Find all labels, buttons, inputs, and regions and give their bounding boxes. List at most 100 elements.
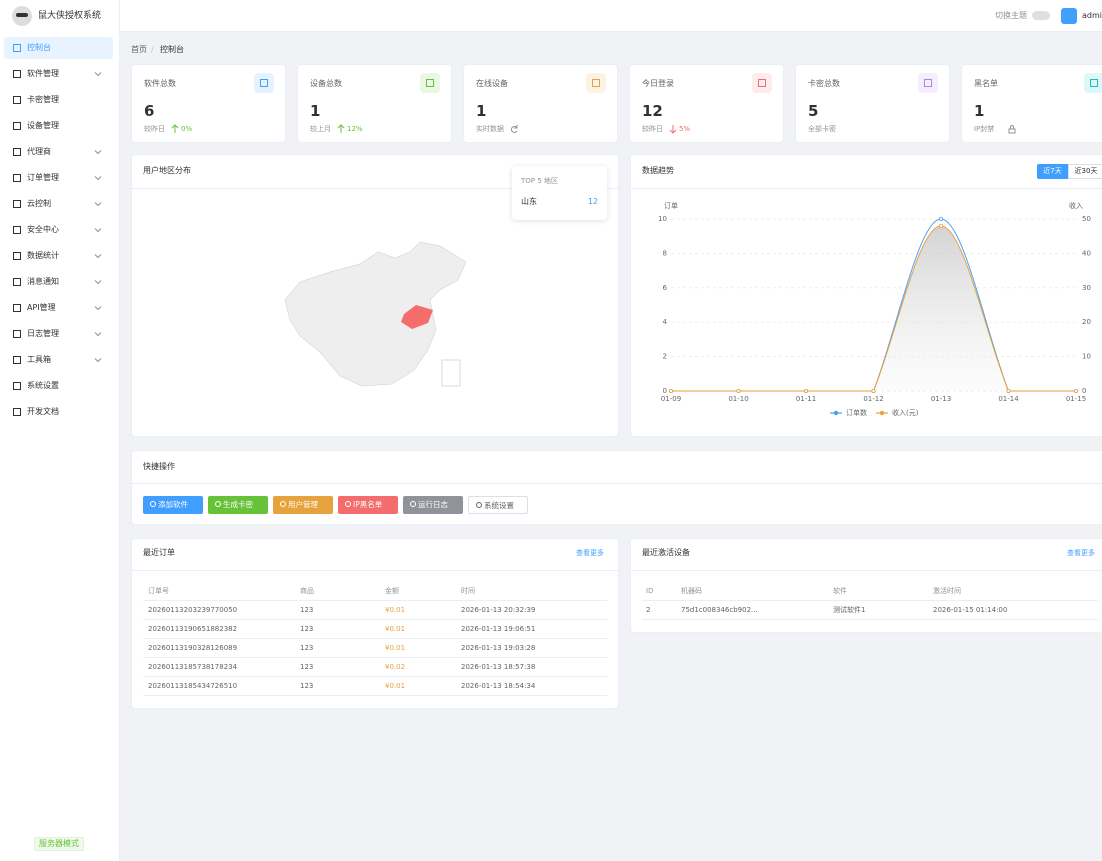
table-cell: 123 <box>300 606 314 614</box>
menu-label[interactable]: 代理商 <box>27 147 51 156</box>
menu-item[interactable] <box>4 37 113 59</box>
menu-label[interactable]: 消息通知 <box>27 277 59 286</box>
x-tick-label: 01-13 <box>931 395 951 403</box>
legend-dot <box>833 410 839 416</box>
quick-button[interactable]: 用户管理 <box>273 496 333 514</box>
menu-label[interactable]: 工具箱 <box>27 355 51 364</box>
icon <box>13 174 21 182</box>
more-link[interactable]: 查看更多 <box>576 549 604 557</box>
icon-shape <box>13 96 21 104</box>
theme-toggle[interactable] <box>1032 11 1050 20</box>
icon <box>94 72 102 77</box>
y-tick-label: 0 <box>663 387 667 395</box>
table-cell: 20260113203239770050 <box>148 606 238 614</box>
menu-label[interactable]: 设备管理 <box>27 121 59 130</box>
x-tick-label: 01-09 <box>661 395 681 403</box>
icon-shape <box>1090 79 1098 87</box>
icon <box>592 79 600 87</box>
menu-label[interactable]: 开发文档 <box>27 407 59 416</box>
icon <box>669 125 677 134</box>
button-icon <box>215 501 221 507</box>
button-label[interactable]: 运行日志 <box>418 500 448 509</box>
menu-label[interactable]: 卡密管理 <box>27 95 59 104</box>
avatar[interactable] <box>1061 8 1077 24</box>
y2-axis-label: 收入 <box>1069 201 1083 210</box>
y2-tick-label: 10 <box>1082 353 1091 361</box>
icon-shape <box>94 150 102 155</box>
icon-shape <box>94 332 102 337</box>
user-name[interactable]: admin <box>1082 11 1102 20</box>
map-title: 用户地区分布 <box>143 166 191 175</box>
stat-icon-bg <box>918 73 938 93</box>
more-link[interactable]: 查看更多 <box>1067 549 1095 557</box>
icon <box>13 226 21 234</box>
table-cell: 123 <box>300 644 314 652</box>
region-name: 山东 <box>521 197 537 206</box>
icon-shape <box>94 254 102 259</box>
icon-shape <box>13 200 21 208</box>
point <box>871 388 876 393</box>
table-cell: 20260113185434726510 <box>148 682 238 690</box>
breadcrumb-item[interactable]: 首页 <box>131 45 147 54</box>
table-line <box>143 657 607 658</box>
y2-tick-label: 40 <box>1082 249 1091 257</box>
region-value: 12 <box>587 197 598 206</box>
icon-shape <box>592 79 600 87</box>
area <box>671 225 1076 391</box>
range-button[interactable]: 近7天 <box>1037 164 1068 179</box>
point <box>804 388 809 393</box>
icon-shape <box>510 125 518 133</box>
table-header: 时间 <box>461 587 475 595</box>
table-cell: 2 <box>646 606 651 614</box>
icon <box>13 278 21 286</box>
icon <box>94 202 102 207</box>
quick-button[interactable]: 生成卡密 <box>208 496 268 514</box>
y-axis-label: 订单 <box>664 201 678 210</box>
menu-label[interactable]: 软件管理 <box>27 69 59 78</box>
menu-label[interactable]: 订单管理 <box>27 173 59 182</box>
divider <box>131 188 619 189</box>
button-label[interactable]: 生成卡密 <box>223 500 253 509</box>
menu-label[interactable]: API管理 <box>27 303 56 312</box>
quick-button[interactable]: 运行日志 <box>403 496 463 514</box>
icon <box>94 176 102 181</box>
table-line <box>642 600 1098 601</box>
y-tick-label: 4 <box>663 318 668 326</box>
legend-label: 订单数 <box>846 408 867 417</box>
stat-change: 12% <box>347 125 363 133</box>
menu-label[interactable]: 控制台 <box>27 43 51 52</box>
icon-shape <box>13 278 21 286</box>
stat-title: 黑名单 <box>974 79 998 88</box>
table-header: 订单号 <box>148 587 169 595</box>
menu-label[interactable]: 数据统计 <box>27 251 59 260</box>
range-button[interactable]: 近30天 <box>1068 164 1102 179</box>
menu-label[interactable]: 系统设置 <box>27 381 59 390</box>
quick-button[interactable]: IP黑名单 <box>338 496 398 514</box>
stat-icon-bg <box>752 73 772 93</box>
y-tick-label: 2 <box>663 353 667 361</box>
table-line <box>143 676 607 677</box>
button-label[interactable]: IP黑名单 <box>353 500 383 509</box>
x-tick-label: 01-15 <box>1066 395 1086 403</box>
button-icon <box>476 502 482 508</box>
icon <box>13 96 21 104</box>
menu-label[interactable]: 日志管理 <box>27 329 59 338</box>
menu-label[interactable]: 云控制 <box>27 199 51 208</box>
stat-card <box>463 64 618 143</box>
button-label[interactable]: 系统设置 <box>484 501 514 510</box>
button-label[interactable]: 用户管理 <box>288 500 318 509</box>
icon-shape <box>13 226 21 234</box>
table-cell: 2026-01-13 18:57:38 <box>461 663 536 671</box>
table-cell: ¥0.01 <box>385 625 406 633</box>
quick-button[interactable]: 系统设置 <box>468 496 528 514</box>
menu-label[interactable]: 安全中心 <box>27 225 59 234</box>
point <box>669 388 674 393</box>
icon <box>94 228 102 233</box>
quick-button[interactable]: 添加软件 <box>143 496 203 514</box>
sidebar <box>0 0 120 861</box>
stat-icon-bg <box>1084 73 1102 93</box>
icon <box>171 124 179 133</box>
x-tick-label: 01-10 <box>728 395 748 403</box>
table-cell: 测试软件1 <box>833 606 866 614</box>
button-label[interactable]: 添加软件 <box>158 500 188 509</box>
